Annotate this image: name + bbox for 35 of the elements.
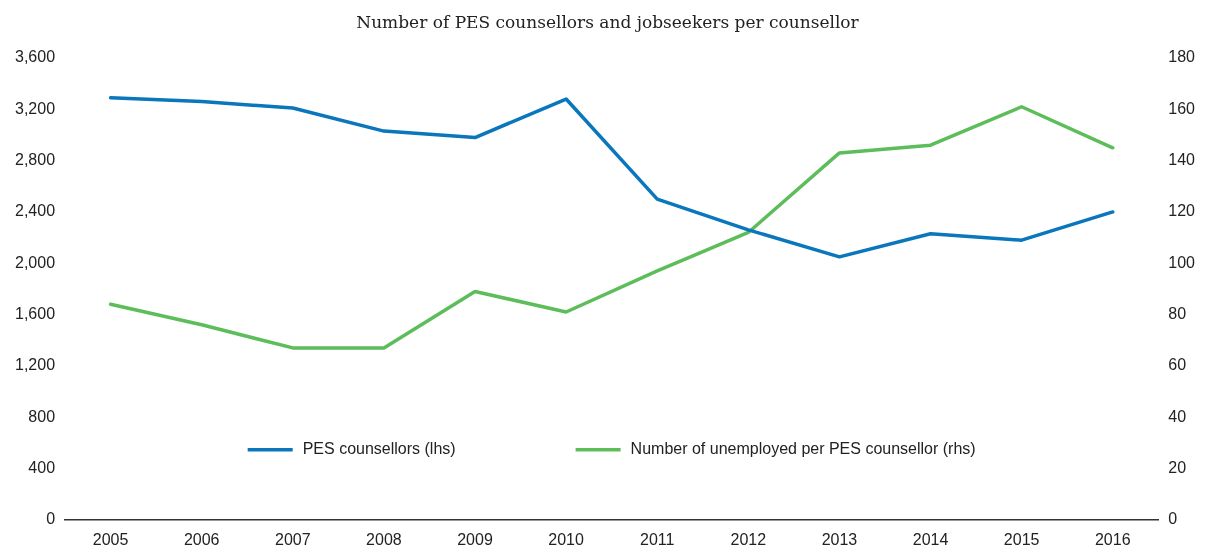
y2-tick-label: 80 (1168, 304, 1187, 322)
y-tick-label: 3,600 (14, 48, 56, 66)
x-tick-label: 2015 (1003, 530, 1040, 548)
x-tick-label: 2005 (92, 530, 129, 548)
x-tick-label: 2007 (275, 530, 311, 548)
y-tick-label: 0 (46, 510, 56, 528)
y2-tick-label: 180 (1168, 48, 1196, 66)
legend-label: PES counsellors (lhs) (302, 440, 456, 458)
y-tick-label: 400 (28, 458, 56, 476)
x-tick-label: 2010 (548, 530, 585, 548)
y2-tick-label: 120 (1168, 202, 1196, 220)
x-tick-label: 2009 (457, 530, 493, 548)
y-tick-label: 1,600 (14, 304, 56, 322)
y-tick-label: 2,400 (14, 202, 56, 220)
y-tick-label: 1,200 (14, 356, 56, 374)
x-tick-label: 2008 (366, 530, 402, 548)
y2-tick-label: 160 (1168, 99, 1196, 117)
x-tick-label: 2011 (640, 530, 675, 548)
y-tick-label: 2,800 (14, 151, 56, 169)
y2-tick-label: 60 (1168, 356, 1187, 374)
y2-tick-label: 0 (1168, 510, 1178, 528)
x-tick-label: 2006 (183, 530, 220, 548)
y-tick-label: 800 (28, 407, 56, 425)
y2-tick-label: 40 (1168, 407, 1187, 425)
chart-title: Number of PES counsellors and jobseekers per counsellor (355, 12, 860, 34)
y2-tick-label: 20 (1168, 458, 1187, 476)
x-tick-label: 2012 (730, 530, 767, 548)
y2-tick-label: 100 (1168, 253, 1196, 271)
x-tick-label: 2016 (1094, 530, 1131, 548)
x-tick-label: 2013 (821, 530, 858, 548)
y2-tick-label: 140 (1168, 151, 1196, 169)
y-tick-label: 3,200 (14, 99, 56, 117)
legend-label: Number of unemployed per PES counsellor (rhs) (630, 440, 976, 458)
x-tick-label: 2014 (912, 530, 949, 548)
y-tick-label: 2,000 (14, 253, 56, 271)
